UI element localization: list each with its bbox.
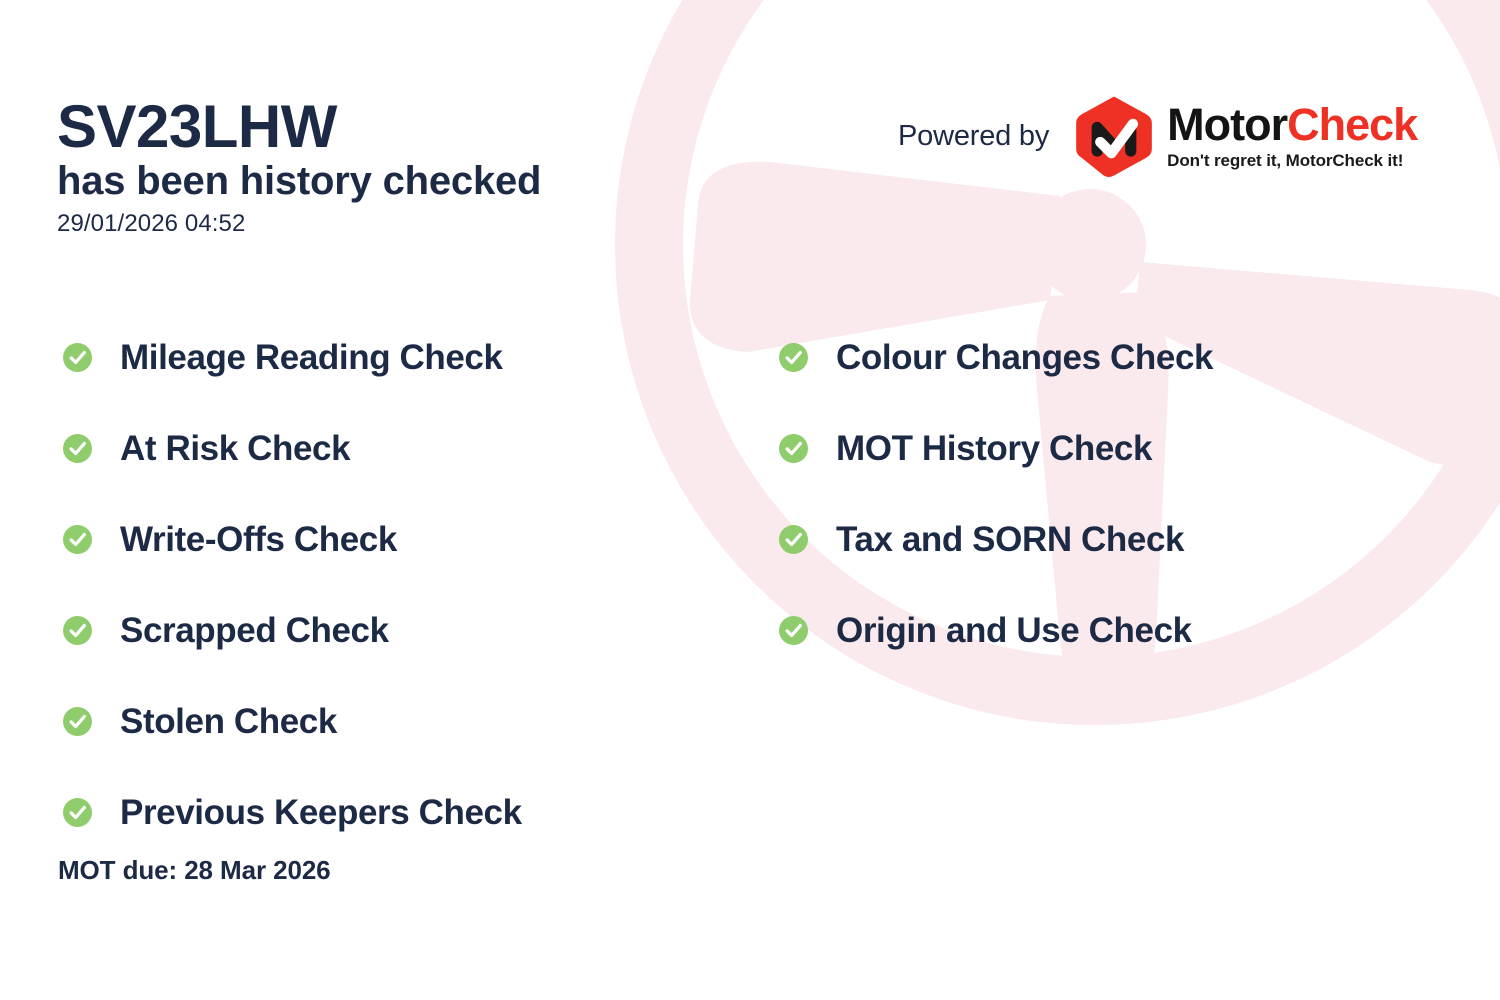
- list-item: Mileage Reading Check: [63, 312, 723, 403]
- check-circle-icon: [779, 525, 808, 554]
- list-item: Stolen Check: [63, 676, 723, 767]
- list-item-label: MOT History Check: [836, 428, 1153, 468]
- list-item: Origin and Use Check: [779, 585, 1419, 676]
- check-timestamp: 29/01/2026 04:52: [57, 209, 246, 237]
- check-circle-icon: [63, 525, 92, 554]
- motorcheck-logo[interactable]: MotorCheck Don't regret it, MotorCheck i…: [1071, 93, 1418, 179]
- check-circle-icon: [779, 616, 808, 645]
- brand-tagline: Don't regret it, MotorCheck it!: [1167, 150, 1404, 170]
- page-title: has been history checked: [57, 159, 542, 204]
- list-item: Scrapped Check: [63, 585, 723, 676]
- motorcheck-hexagon-logo-icon: [1076, 96, 1152, 178]
- check-circle-icon: [779, 343, 808, 372]
- list-item-label: At Risk Check: [120, 428, 351, 468]
- list-item-label: Previous Keepers Check: [120, 792, 522, 832]
- list-item-label: Origin and Use Check: [836, 610, 1192, 650]
- list-item-label: Mileage Reading Check: [120, 337, 503, 377]
- check-circle-icon: [63, 616, 92, 645]
- list-item: Tax and SORN Check: [779, 494, 1419, 585]
- powered-by-label: Powered by: [898, 119, 1050, 152]
- checklist-column-right: Colour Changes Check MOT History Check T…: [779, 312, 1419, 676]
- check-circle-icon: [779, 434, 808, 463]
- wordmark-check: Check: [1287, 98, 1418, 150]
- check-circle-icon: [63, 798, 92, 827]
- list-item: MOT History Check: [779, 403, 1419, 494]
- wordmark-motor: Motor: [1167, 98, 1288, 150]
- list-item-label: Stolen Check: [120, 701, 337, 741]
- vehicle-registration-plate: SV23LHW: [57, 93, 337, 160]
- list-item-label: Scrapped Check: [120, 610, 389, 650]
- motorcheck-wordmark-block: MotorCheck Don't regret it, MotorCheck i…: [1167, 98, 1418, 171]
- list-item: Colour Changes Check: [779, 312, 1419, 403]
- motorcheck-wordmark: MotorCheck: [1167, 98, 1418, 150]
- check-circle-icon: [63, 343, 92, 372]
- check-circle-icon: [63, 434, 92, 463]
- list-item: Previous Keepers Check: [63, 767, 723, 858]
- mot-due-date: MOT due: 28 Mar 2026: [58, 855, 331, 885]
- check-circle-icon: [63, 707, 92, 736]
- powered-by-lockup: Powered by MotorCheck Don't regret it, M…: [898, 93, 1418, 179]
- list-item-label: Colour Changes Check: [836, 337, 1214, 377]
- list-item: At Risk Check: [63, 403, 723, 494]
- checklist-column-left: Mileage Reading Check At Risk Check Writ…: [63, 312, 723, 858]
- list-item-label: Tax and SORN Check: [836, 519, 1185, 559]
- header-block: SV23LHW has been history checked 29/01/2…: [57, 96, 757, 238]
- list-item: Write-Offs Check: [63, 494, 723, 585]
- list-item-label: Write-Offs Check: [120, 519, 397, 559]
